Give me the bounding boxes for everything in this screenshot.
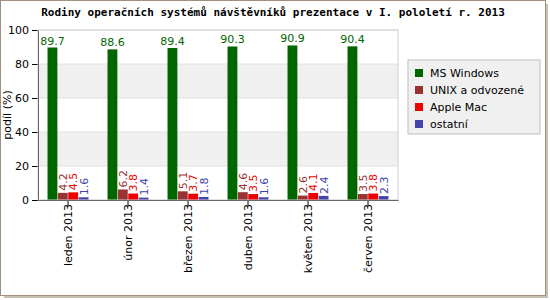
data-label: 90.3 [220,33,245,46]
x-tick-label: červen 2013 [362,204,375,273]
data-label: 1.4 [138,178,151,196]
x-tick: červen 2013 [362,200,375,273]
y-label: podíl (%) [1,90,14,139]
y-tick-mark [32,166,38,167]
y-tick-label: 40 [15,126,29,139]
grid-band [38,64,398,98]
x-tick-label: květen 2013 [302,204,315,273]
data-label: 2.3 [378,177,391,195]
x-tick-label: únor 2013 [122,204,135,261]
legend-swatch [415,69,423,77]
chart: Rodiny operačních systémů návštěvníků pr… [0,0,550,300]
y-tick-label: 80 [15,58,29,71]
plot-frame [38,30,398,200]
y-tick: 20 [15,160,38,173]
y-tick-label: 20 [15,160,29,173]
y-tick: 0 [22,194,38,207]
y-tick: 100 [8,24,38,37]
y-tick-mark [32,98,38,99]
bar [358,194,368,200]
grid-line [38,166,398,167]
legend-box [408,60,540,134]
y-tick: 40 [15,126,38,139]
data-label: 1.6 [78,178,91,196]
frame [1,1,546,296]
x-tick: duben 2013 [242,200,255,270]
data-label: 89.7 [40,35,64,48]
y-tick-mark [32,64,38,65]
y-tick-label: 100 [8,24,29,37]
data-label: 1.8 [198,177,211,195]
y-tick-label: 60 [15,92,29,105]
bar [58,193,68,200]
bar [238,192,248,200]
x-tick: květen 2013 [302,200,315,273]
bar [298,196,308,200]
legend-swatch [415,103,423,111]
y-tick-mark [32,132,38,133]
legend-label: ostatní [430,118,469,131]
x-tick: leden 2013 [62,200,75,266]
y-tick-label: 0 [22,194,29,207]
legend-label: Apple Mac [430,101,487,114]
grid-line [38,98,398,99]
grid-band [38,132,398,166]
x-axis: leden 2013 únor 2013 březen 2013 duben 2013… [39,200,399,273]
bar [319,196,329,200]
y-tick: 80 [15,58,38,71]
y-tick: 60 [15,92,38,105]
y-tick-mark [32,30,38,31]
data-label: 88.6 [100,36,125,49]
title: Rodiny operačních systémů návštěvníků pr… [41,6,505,19]
grid-line [38,64,398,65]
data-label: 90.4 [340,33,365,46]
x-tick-label: leden 2013 [62,204,75,266]
bar [379,196,389,200]
legend: MS Windows UNIX a odvozené Apple Mac ostatn… [408,60,540,134]
x-tick-label: březen 2013 [182,204,195,273]
x-tick: únor 2013 [122,200,135,261]
legend-label: MS Windows [430,67,499,80]
legend-swatch [415,120,423,128]
data-label: 2.4 [318,176,331,194]
data-label: 90.9 [280,32,305,45]
bars [48,45,389,200]
legend-swatch [415,86,423,94]
data-label: 89.4 [160,35,185,48]
data-label: 1.6 [258,178,271,196]
grid-line [38,132,398,133]
legend-label: UNIX a odvozené [430,84,524,97]
x-tick-label: duben 2013 [242,204,255,270]
x-tick: březen 2013 [182,200,195,273]
plot: 89.788.689.490.390.990.44.26.25.14.62.63… [8,24,399,273]
y-tick-mark [32,200,38,201]
